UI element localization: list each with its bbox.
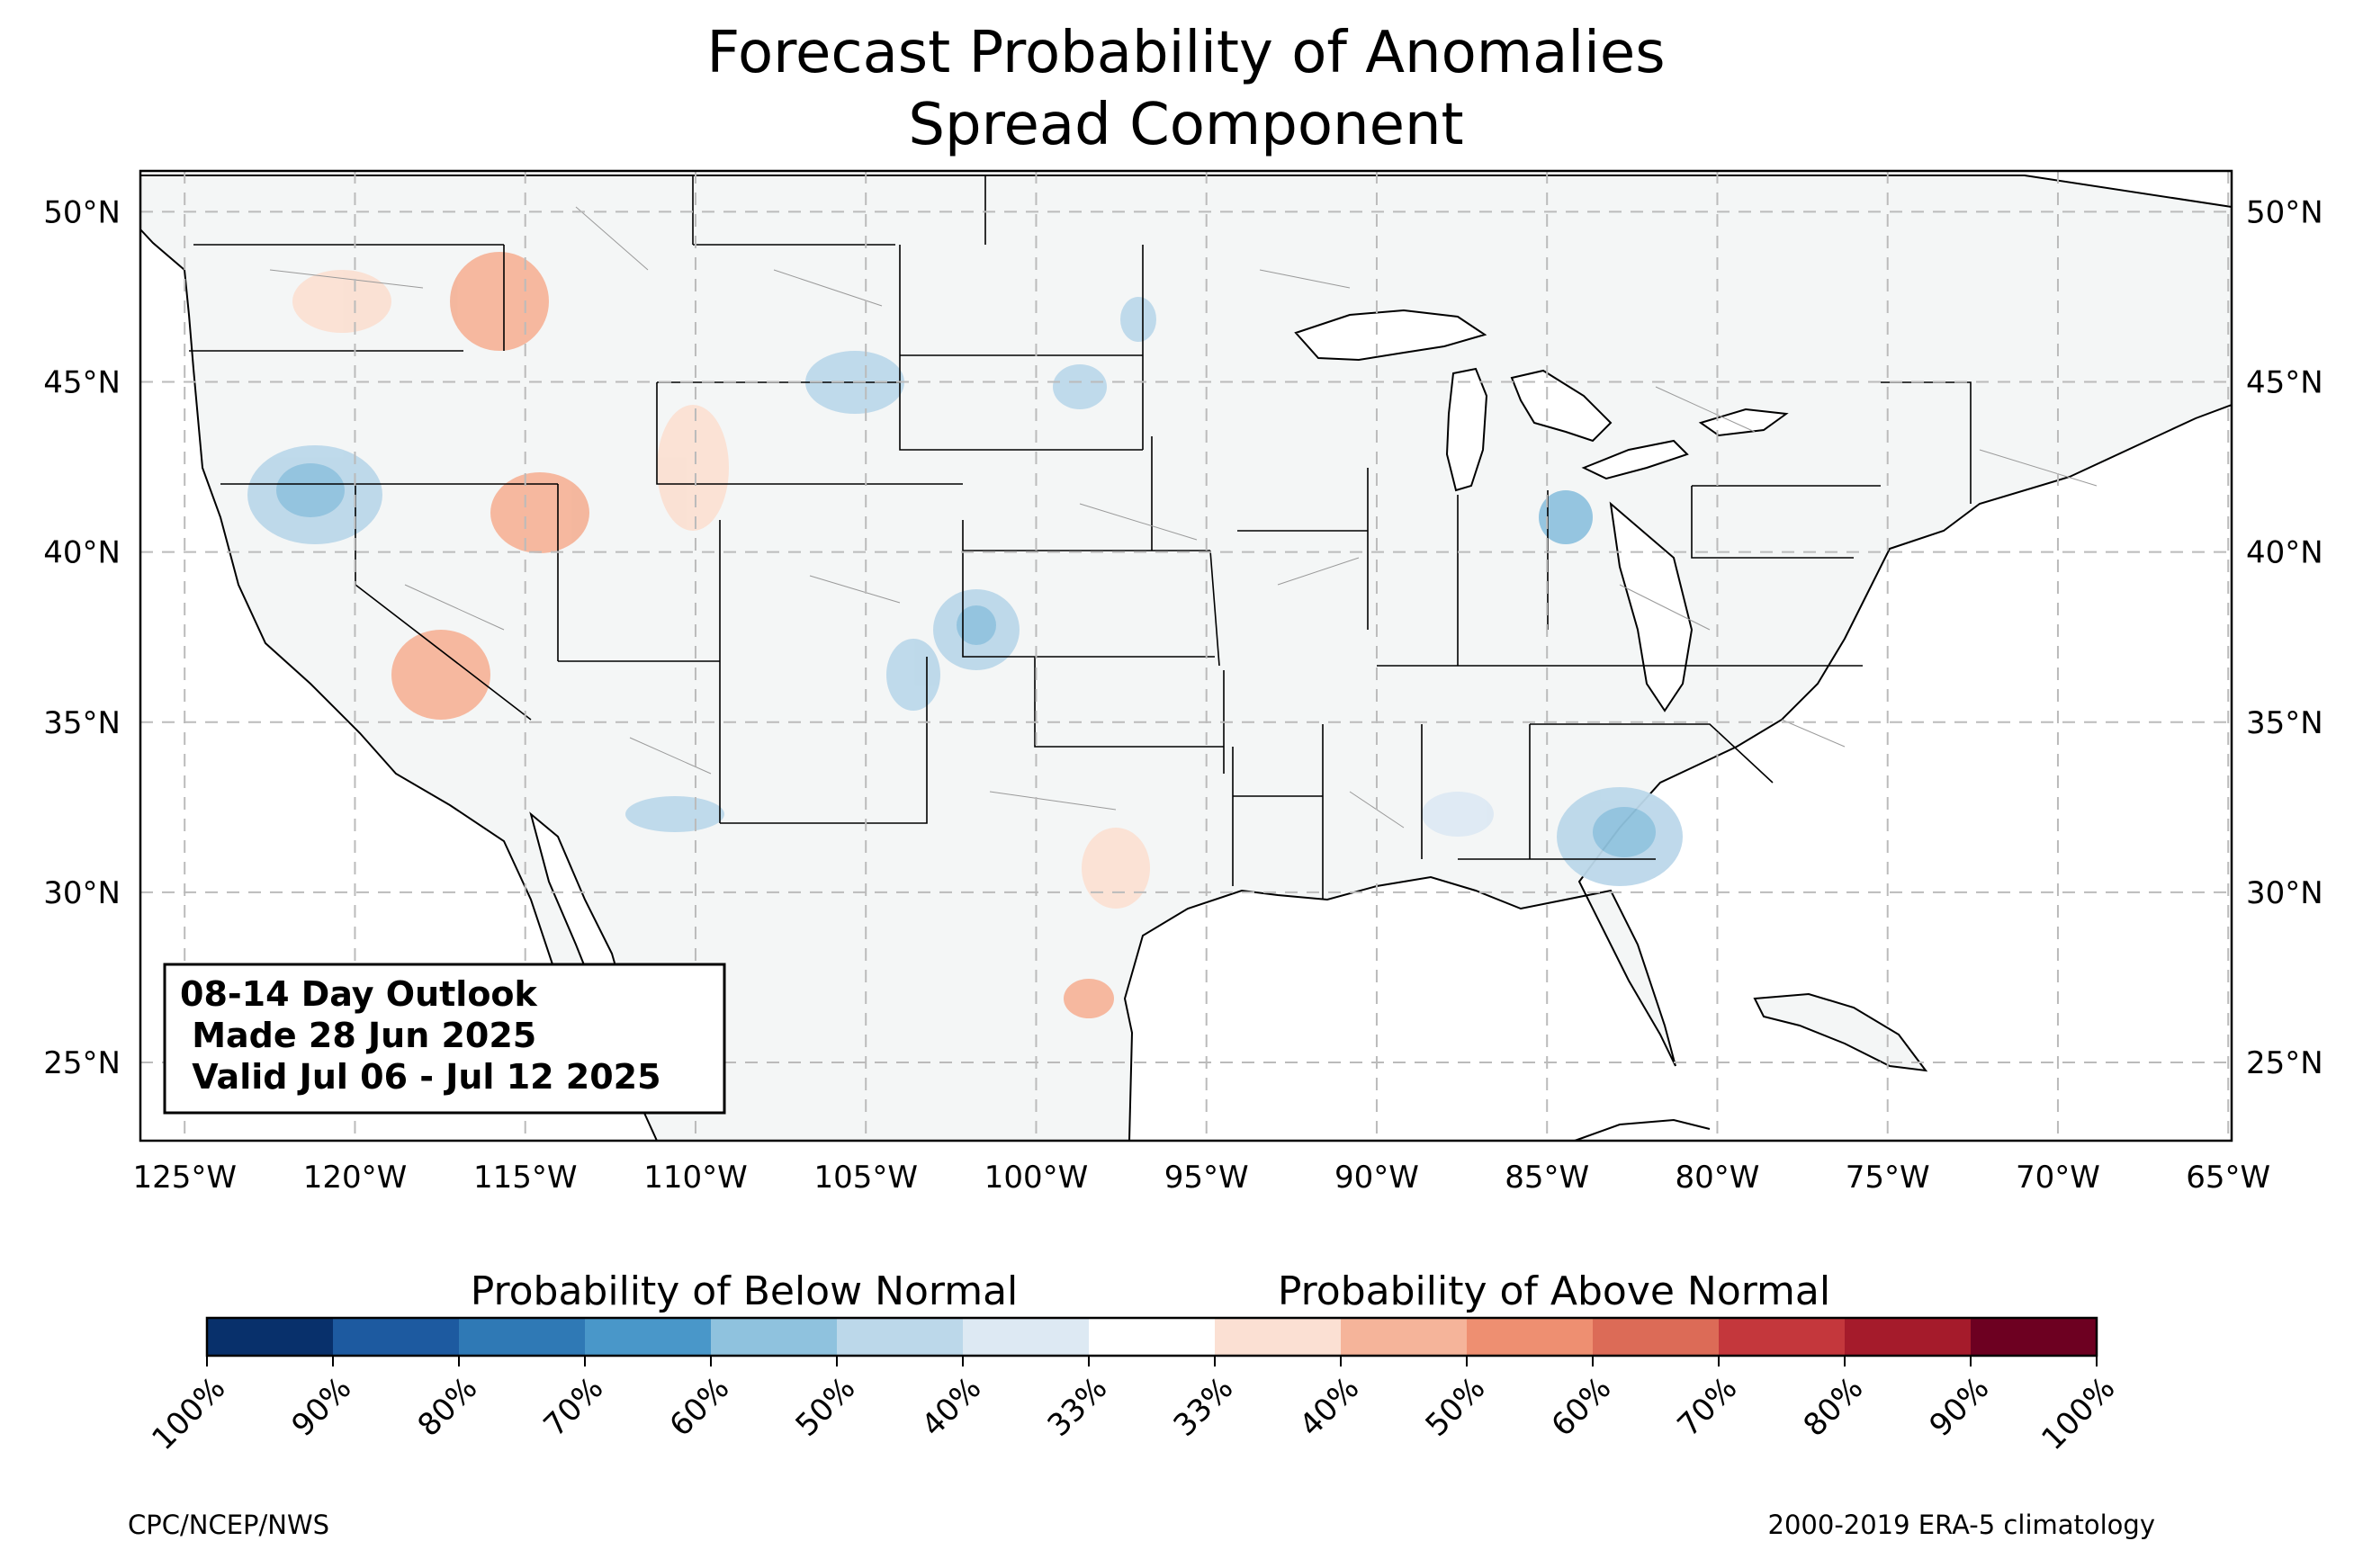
colorbar-tick-label: 50%: [1419, 1370, 1493, 1444]
colorbar-tick-label: 90%: [1923, 1370, 1997, 1444]
colorbar-tick-label: 60%: [1545, 1370, 1619, 1444]
footer-climatology-label: 2000-2019 ERA-5 climatology: [1768, 1510, 2155, 1540]
colorbar-cell: [459, 1318, 586, 1356]
colorbar-cell: [711, 1318, 838, 1356]
below-normal-area-indiana: [1539, 490, 1593, 544]
below-normal-area-minnesota: [1120, 297, 1156, 342]
lon-tick-label: 100°W: [984, 1160, 1089, 1196]
colorbar-tick-label: 90%: [285, 1370, 359, 1444]
made-date-label: Made 28 Jun 2025: [180, 1016, 536, 1055]
colorbar-cell: [333, 1318, 460, 1356]
map-frame: [139, 169, 2233, 1142]
outlook-period-label: 08-14 Day Outlook: [180, 974, 538, 1014]
colorbar-tick-label: 60%: [663, 1370, 737, 1444]
above-normal-area-idaho-montana: [450, 252, 549, 351]
lat-tick-label-left: 35°N: [43, 705, 121, 741]
great-lakes: [1294, 309, 1789, 712]
below-normal-area-nebraska: [1053, 364, 1107, 409]
chart-title-line-2: Spread Component: [908, 92, 1463, 158]
lat-tick-label-left: 40°N: [43, 535, 121, 571]
lat-axis-labels-left: 25°N 30°N 35°N 40°N 45°N 50°N: [43, 194, 121, 1081]
below-normal-area-alabama: [1422, 792, 1494, 837]
above-normal-area-wyoming: [657, 405, 729, 531]
colorbar-cell: [207, 1318, 334, 1356]
colorbar-cell: [1719, 1318, 1846, 1356]
colorbar-cells: [207, 1318, 2098, 1356]
below-normal-area-southwest: [625, 796, 724, 832]
colorbar-tick-label: 40%: [915, 1370, 989, 1444]
state-boundaries: [189, 175, 1972, 900]
lat-axis-labels-right: 25°N 30°N 35°N 40°N 45°N 50°N: [2246, 194, 2323, 1081]
cuba-island: [1753, 992, 1928, 1072]
colorbar-cell: [1215, 1318, 1342, 1356]
colorbar-tick-labels: 100% 90% 80% 70% 60% 50% 40% 33% 33% 40%…: [145, 1370, 2122, 1457]
above-normal-area-washington: [292, 270, 391, 333]
above-normal-area-texas: [1082, 828, 1150, 909]
below-normal-area-kansas-core: [957, 605, 996, 645]
lon-tick-label: 75°W: [1846, 1160, 1930, 1196]
colorbar-tick-label: 70%: [1671, 1370, 1745, 1444]
chart-title-line-1: Forecast Probability of Anomalies: [706, 20, 1665, 86]
above-normal-area-utah: [490, 472, 589, 553]
lat-tick-label-left: 45°N: [43, 365, 121, 401]
colorbar-tick-label: 100%: [145, 1370, 232, 1457]
above-normal-area-south-texas: [1064, 979, 1114, 1018]
colorbar-tick-label: 33%: [1041, 1370, 1115, 1444]
below-normal-area-southeast-core: [1593, 807, 1656, 857]
lat-tick-label-right: 45°N: [2246, 365, 2323, 401]
lon-tick-label: 80°W: [1676, 1160, 1760, 1196]
lon-tick-label: 70°W: [2016, 1160, 2100, 1196]
colorbar-tick-label: 80%: [411, 1370, 485, 1444]
colorbar-cell: [1467, 1318, 1594, 1356]
lon-tick-label: 125°W: [132, 1160, 237, 1196]
colorbar-tick-label: 50%: [789, 1370, 863, 1444]
lon-axis-labels: 125°W 120°W 115°W 110°W 105°W 100°W 95°W…: [132, 1160, 2270, 1196]
colorbar-cell: [1971, 1318, 2098, 1356]
colorbar-tick-label: 100%: [2035, 1370, 2122, 1457]
lat-tick-label-right: 25°N: [2246, 1045, 2323, 1081]
footer-source-label: CPC/NCEP/NWS: [128, 1510, 329, 1540]
colorbar-tick-label: 80%: [1797, 1370, 1871, 1444]
colorbar-cell: [837, 1318, 964, 1356]
lon-tick-label: 85°W: [1505, 1160, 1589, 1196]
colorbar-frame: [205, 1316, 2098, 1357]
colorbar-tick-label: 33%: [1167, 1370, 1241, 1444]
colorbar-cell: [1845, 1318, 1972, 1356]
colorbar-cell: [585, 1318, 712, 1356]
lon-tick-label: 95°W: [1164, 1160, 1249, 1196]
lon-tick-label: 105°W: [813, 1160, 918, 1196]
below-normal-area-new-mexico: [886, 639, 940, 711]
lon-tick-label: 65°W: [2186, 1160, 2270, 1196]
lat-tick-label-right: 35°N: [2246, 705, 2323, 741]
colorbar-cell: [1593, 1318, 1720, 1356]
yucatan-coast: [1574, 1118, 1711, 1142]
lat-tick-label-left: 50°N: [43, 194, 121, 230]
colorbar: Probability of Below Normal Probability …: [145, 1268, 2122, 1457]
lon-tick-label: 115°W: [473, 1160, 578, 1196]
colorbar-cell: [1341, 1318, 1468, 1356]
lon-tick-label: 120°W: [303, 1160, 408, 1196]
lon-tick-label: 110°W: [643, 1160, 748, 1196]
lat-tick-label-right: 50°N: [2246, 194, 2323, 230]
lat-tick-label-left: 25°N: [43, 1045, 121, 1081]
colorbar-cell: [1089, 1318, 1216, 1356]
above-normal-area-california: [391, 630, 490, 720]
colorbar-tick-label: 70%: [537, 1370, 611, 1444]
colorbar-above-title: Probability of Above Normal: [1278, 1268, 1830, 1314]
valid-dates-label: Valid Jul 06 - Jul 12 2025: [180, 1057, 661, 1097]
colorbar-below-title: Probability of Below Normal: [471, 1268, 1019, 1314]
colorbar-tick-label: 40%: [1293, 1370, 1367, 1444]
lat-tick-label-right: 30°N: [2246, 875, 2323, 911]
colorbar-ticks: [206, 1356, 2098, 1366]
outlook-info-box: 08-14 Day Outlook Made 28 Jun 2025 Valid…: [163, 963, 726, 1115]
lat-tick-label-left: 30°N: [43, 875, 121, 911]
colorbar-cell: [963, 1318, 1090, 1356]
anomaly-shading: [247, 252, 1683, 1018]
below-normal-area-great-basin-core: [276, 463, 345, 517]
lon-tick-label: 90°W: [1334, 1160, 1419, 1196]
lat-tick-label-right: 40°N: [2246, 535, 2323, 571]
info-box-frame: [163, 963, 726, 1115]
